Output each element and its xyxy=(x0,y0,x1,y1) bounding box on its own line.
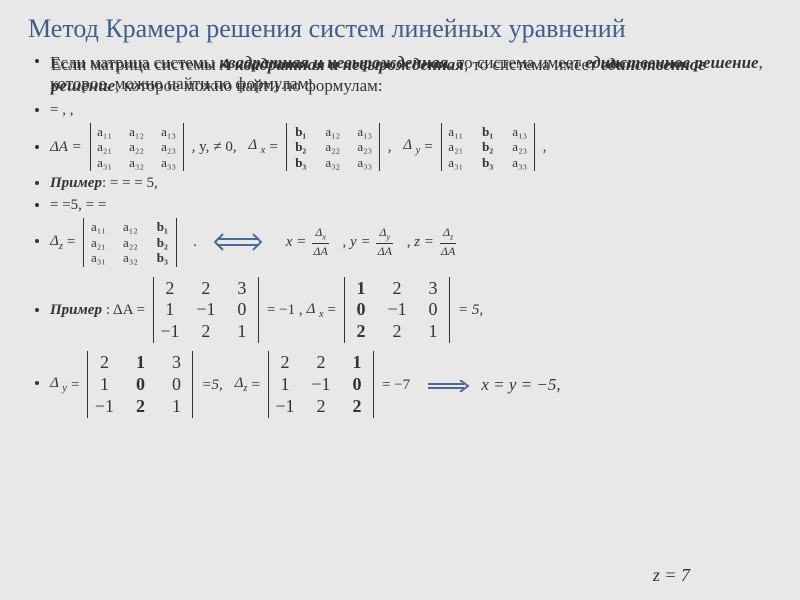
label-delta-x: Δ x xyxy=(248,136,265,157)
comma-y: , y, xyxy=(192,138,210,157)
label-delta-y-2: Δ y xyxy=(50,374,67,395)
row-primer-1: Пример: = = = 5, xyxy=(50,174,772,193)
matrix-deltaX: b₁a₁₂a₁₃b₂a₂₂a₂₃b₃a₃₂a₃₃ xyxy=(282,123,384,172)
frac-x: ΔxΔA xyxy=(310,225,330,259)
matrix-deltaA: a₁₁a₁₂a₁₃a₂₁a₂₂a₂₃a₃₁a₃₂a₃₃ xyxy=(86,123,188,172)
formula-x-label: x = xyxy=(286,233,307,252)
label-delta-z-2: Δz xyxy=(235,374,248,395)
frac-y: ΔyΔA xyxy=(375,225,395,259)
equals-3: = xyxy=(67,233,75,252)
primer-tail-2: : ΔA = xyxy=(106,301,145,320)
row-delta-definitions: ΔA = a₁₁a₁₂a₁₃a₂₁a₂₂a₂₃a₃₁a₃₂a₃₃ , y, ≠ … xyxy=(50,123,772,172)
intro-text-overlapped: Если матрица системы квадратная и невыро… xyxy=(50,52,772,98)
cramer-formulas: x = ΔxΔA , y = ΔyΔA , z = ΔzΔA xyxy=(286,225,458,259)
primer-label-2: Пример xyxy=(50,301,102,320)
slide-title: Метод Крамера решения систем линейных ур… xyxy=(28,14,772,44)
val-minus-1: = −1 , xyxy=(267,301,303,320)
row-eq5: = =5, = = xyxy=(50,196,772,215)
val-minus-7: = −7 xyxy=(382,376,410,395)
equals-6: = xyxy=(251,376,259,395)
solution-z: z = 7 xyxy=(653,565,690,586)
content-list: Если матрица системы квадратная и невыро… xyxy=(28,52,772,418)
dot-1: . xyxy=(193,233,197,252)
right-arrow-icon xyxy=(426,379,470,391)
primer-label-1: Пример xyxy=(50,175,102,191)
intro-text-layer-2: Если матрица системы A квадратная и невы… xyxy=(51,54,771,97)
double-arrow-icon xyxy=(209,231,267,253)
overlapping-text-block: Если матрица системы квадратная и невыро… xyxy=(50,52,772,98)
val-5b: =5, xyxy=(201,376,222,395)
solution-xy: x = y = −5, xyxy=(481,374,560,395)
slide: Метод Крамера решения систем линейных ур… xyxy=(0,0,800,600)
val-5: = 5, xyxy=(458,301,483,320)
neq-zero: ≠ 0, xyxy=(213,138,236,157)
formula-y-label: , y = xyxy=(343,233,371,252)
primer-tail-1: : = = = 5, xyxy=(102,175,158,191)
formula-z-label: , z = xyxy=(407,233,434,252)
row-deltaZ-formulas: Δz = a₁₁a₁₂b₁a₂₁a₂₂b₂a₃₁a₃₂b₃ . x = ΔxΔA… xyxy=(50,218,772,267)
row-example-numeric-1: Пример: ΔA = 2231−10−121 = −1 , Δ x = 12… xyxy=(50,277,772,344)
comma-2: , xyxy=(543,138,547,157)
label-delta-y: Δ y xyxy=(403,136,420,157)
spacer-1 xyxy=(50,270,772,274)
matrix-Z-num: 2211−10−122 xyxy=(264,351,378,418)
row-example-numeric-2: Δ y = 213100−121 =5, Δz = 2211−10−122 = … xyxy=(50,351,772,418)
matrix-Y-num: 213100−121 xyxy=(83,351,197,418)
label-delta-x-2: Δ x xyxy=(307,300,324,321)
label-delta-a: ΔA = xyxy=(50,138,82,157)
bullet-equals: = , , xyxy=(50,101,772,120)
equals-5: = xyxy=(71,376,79,395)
equals-4: = xyxy=(328,301,336,320)
frac-z: ΔzΔA xyxy=(438,225,458,259)
matrix-X-num: 1230−10221 xyxy=(340,277,454,344)
equals-2: = xyxy=(424,138,432,157)
equals-1: = xyxy=(269,138,277,157)
matrix-deltaZ: a₁₁a₁₂b₁a₂₁a₂₂b₂a₃₁a₃₂b₃ xyxy=(79,218,181,267)
comma-1: , xyxy=(388,138,392,157)
matrix-deltaY: a₁₁b₁a₁₃a₂₁b₂a₂₃a₃₁b₃a₃₃ xyxy=(437,123,539,172)
label-delta-z: Δz xyxy=(50,232,63,253)
spacer-2 xyxy=(50,346,772,348)
matrix-A-num: 2231−10−121 xyxy=(149,277,263,344)
